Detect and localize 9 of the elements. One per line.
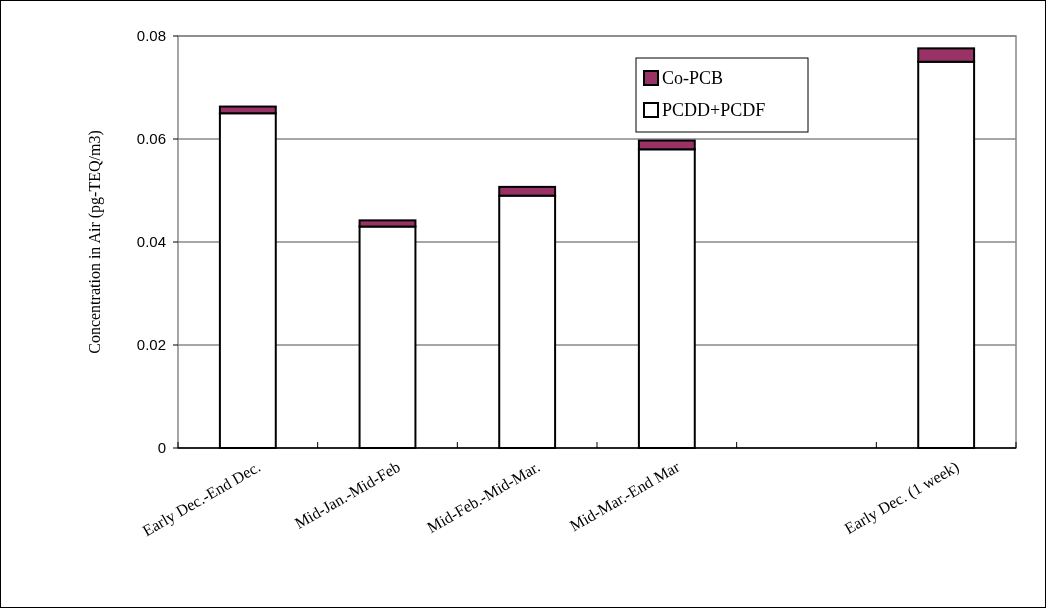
x-tick-label: Early Dec. (1 week) [841,457,963,538]
y-tick-label: 0.06 [136,130,166,148]
y-tick-label: 0.02 [136,336,166,354]
y-tick-label: 0.08 [136,27,166,45]
legend-label: Co-PCB [662,68,724,88]
y-tick-label: 0.04 [136,233,166,251]
y-axis-title: Concentration in Air (pg-TEQ/m3) [86,130,104,354]
y-tick-label: 0 [157,439,166,457]
legend-label: PCDD+PCDF [662,100,766,120]
